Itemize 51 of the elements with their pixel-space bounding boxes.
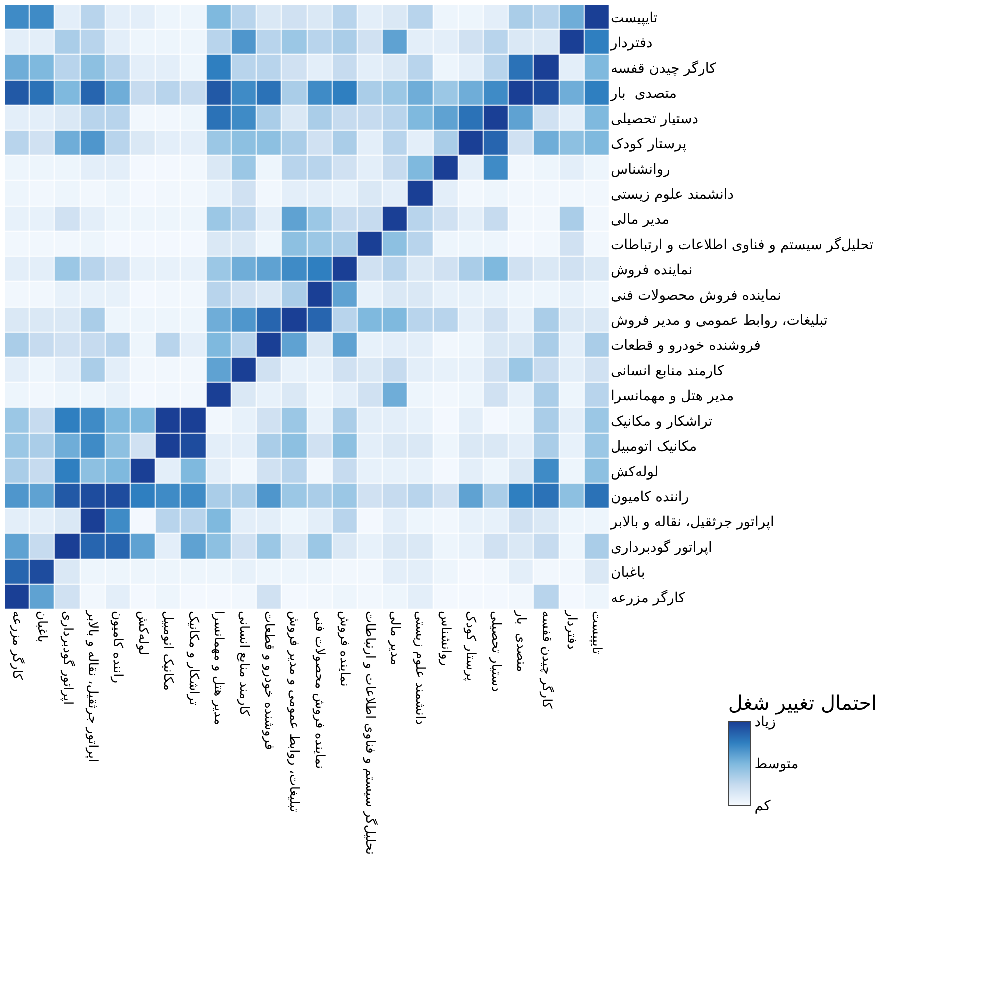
x-tick-label: راننده کامیون bbox=[110, 611, 126, 684]
x-tick-label: تبلیغات، روابط عمومی و مدیر فروش bbox=[286, 611, 302, 813]
x-tick-label: تراشکار و مکانیک bbox=[186, 611, 201, 706]
y-tick-label: لوله‌کش bbox=[611, 464, 659, 480]
y-tick-label: دانشمند علوم زیستی bbox=[611, 186, 734, 203]
x-tick-label: مدیر مالی bbox=[388, 611, 403, 666]
y-tick-label: نماینده فروش bbox=[611, 262, 693, 279]
color-bar-title: احتمال تغییر شغل bbox=[728, 691, 878, 716]
y-tick-label: راننده کامیون bbox=[611, 489, 690, 506]
y-tick-label: اپراتور جرثقیل، نقاله و بالابر bbox=[610, 514, 774, 531]
y-tick-label: اپراتور گودبرداری bbox=[611, 538, 712, 556]
color-bar-label: متوسط bbox=[754, 756, 799, 772]
y-tick-label: باغبان bbox=[611, 565, 646, 582]
x-tick-label: دستیار تحصیلی bbox=[488, 611, 504, 692]
x-tick-label: کارگر مزرعه bbox=[9, 611, 26, 681]
x-tick-label: باغبان bbox=[34, 611, 50, 643]
x-tick-label: دانشمند علوم زیستی bbox=[412, 611, 428, 726]
color-bar-label: زیاد bbox=[754, 714, 776, 730]
x-tick-label: روانشناس bbox=[438, 611, 453, 666]
x-tick-label: کارگر چیدن قفسه bbox=[538, 611, 555, 710]
x-tick-label: فروشنده خودرو و قطعات bbox=[261, 611, 276, 750]
x-tick-label: اپراتور گودبرداری bbox=[60, 611, 76, 706]
x-tick-label: نماینده فروش محصولات فنی bbox=[312, 611, 327, 770]
y-tick-label: کارمند منابع انسانی bbox=[611, 363, 724, 380]
x-tick-label: مدیر هتل و مهمانسرا bbox=[211, 611, 226, 726]
y-tick-label: پرستار کودک bbox=[611, 136, 687, 153]
x-tick-label: متصدی بار bbox=[514, 610, 529, 672]
y-tick-label: تبلیغات، روابط عمومی و مدیر فروش bbox=[611, 313, 828, 329]
y-tick-label: تراشکار و مکانیک bbox=[611, 414, 713, 430]
y-tick-label: تحلیل‌گر سیستم و فناوی اطلاعات و ارتباطات bbox=[611, 236, 874, 254]
x-tick-label: اپراتور جرثقیل، نقاله و بالابر bbox=[85, 610, 100, 763]
color-bar-label: کم bbox=[754, 798, 772, 814]
y-tick-label: تایپیست bbox=[611, 10, 658, 26]
y-tick-label: متصدی بار bbox=[610, 86, 677, 102]
y-tick-label: دستیار تحصیلی bbox=[611, 111, 698, 128]
x-tick-label: مکانیک اتومبیل bbox=[160, 611, 176, 692]
y-tick-label: کارگر چیدن قفسه bbox=[611, 60, 717, 77]
y-tick-label: فروشنده خودرو و قطعات bbox=[611, 338, 761, 354]
y-tick-label: کارگر مزرعه bbox=[611, 589, 686, 606]
x-tick-label: پرستار کودک bbox=[463, 611, 478, 682]
y-tick-label: مدیر هتل و مهمانسرا bbox=[611, 388, 734, 405]
x-tick-label: تحلیل‌گر سیستم و فناوی اطلاعات و ارتباطات bbox=[362, 611, 378, 856]
x-tick-label: نماینده فروش bbox=[337, 611, 352, 687]
y-tick-label: نماینده فروش محصولات فنی bbox=[611, 288, 782, 304]
y-tick-label: مدیر مالی bbox=[611, 212, 670, 228]
x-tick-label: دفتردار bbox=[564, 610, 579, 650]
y-tick-label: دفتردار bbox=[610, 36, 653, 52]
x-tick-label: لوله‌کش bbox=[135, 611, 150, 656]
y-tick-label: مکانیک اتومبیل bbox=[611, 439, 698, 456]
x-tick-label: کارمند منابع انسانی bbox=[236, 611, 252, 717]
y-tick-label: روانشناس bbox=[611, 162, 670, 178]
